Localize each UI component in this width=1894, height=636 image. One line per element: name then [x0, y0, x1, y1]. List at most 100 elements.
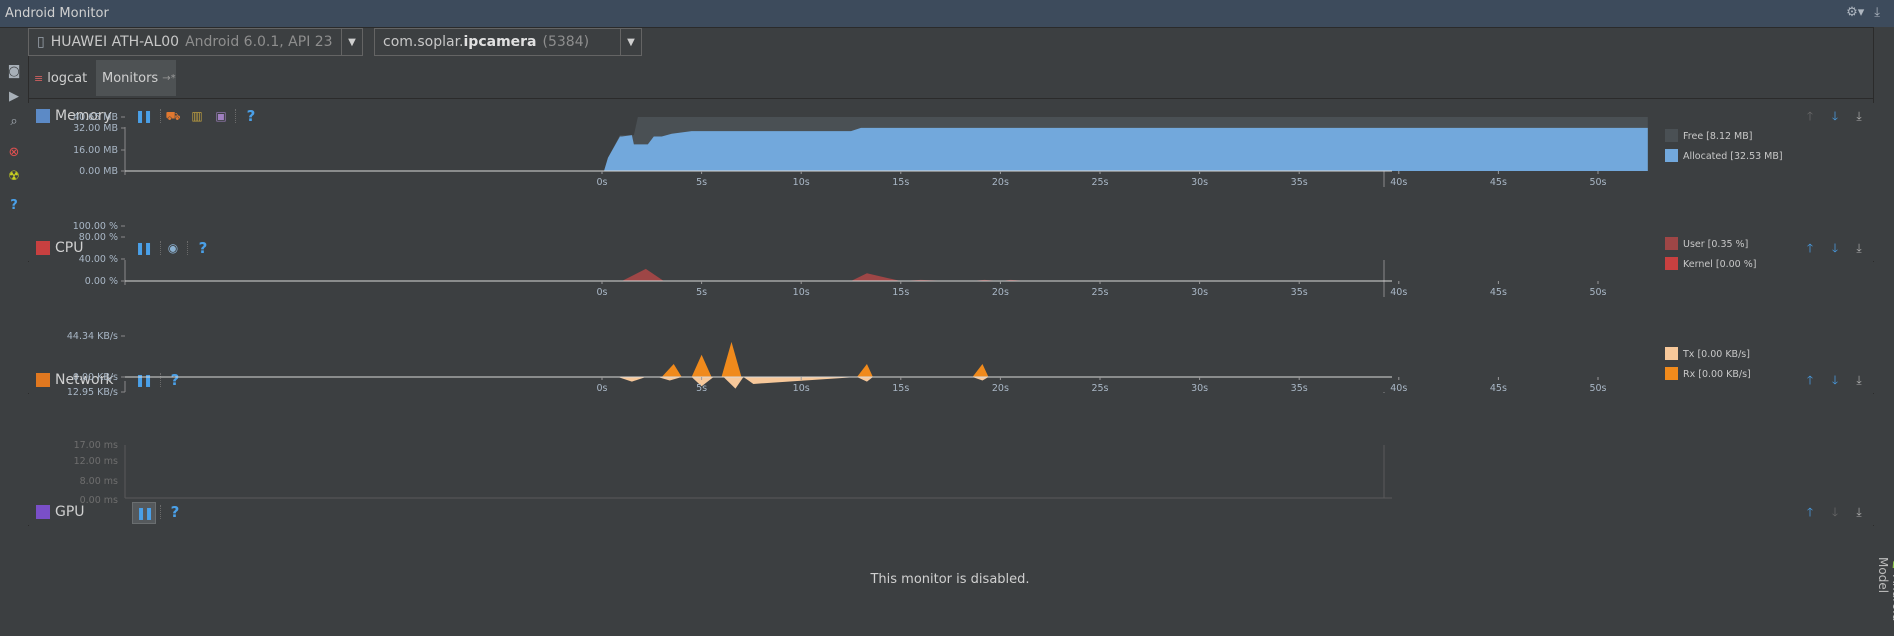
- process-combobox[interactable]: com.soplar. ipcamera (5384) ▼: [374, 28, 642, 56]
- legend-label: User [0.35 %]: [1683, 239, 1748, 250]
- pin-icon[interactable]: →*: [162, 72, 176, 84]
- screen-record-icon[interactable]: ▶: [9, 89, 19, 104]
- method-trace-icon[interactable]: ◉: [167, 241, 179, 255]
- help-icon[interactable]: ?: [170, 371, 180, 389]
- move-down-icon[interactable]: 🡓: [1831, 241, 1839, 255]
- settings-gear-icon[interactable]: ⚙▾: [1846, 5, 1865, 20]
- help-icon[interactable]: ?: [170, 503, 180, 521]
- separator: [160, 109, 162, 123]
- help-icon[interactable]: ?: [198, 239, 208, 257]
- network-header: Network ❚❚ ? 🡑 🡓 ⤓: [28, 367, 1874, 393]
- y-tick-label: 0.00 ms: [80, 495, 118, 506]
- move-up-icon[interactable]: 🡑: [1806, 373, 1814, 387]
- x-tick-label: 25s: [1091, 287, 1108, 298]
- x-tick-label: 35s: [1291, 177, 1308, 188]
- minimize-icon[interactable]: ⤓: [1856, 241, 1862, 255]
- minimize-icon[interactable]: ⤓: [1856, 505, 1862, 519]
- right-side-panel: ☗ Android Model: [1873, 27, 1894, 636]
- x-tick-label: 40s: [1390, 287, 1407, 298]
- allocated-area: [602, 127, 1648, 171]
- pause-button[interactable]: ❚❚: [135, 109, 153, 123]
- gpu-icon: [36, 505, 50, 519]
- system-info-icon[interactable]: ⌕: [10, 114, 18, 129]
- minimize-icon[interactable]: ⤓: [1856, 373, 1862, 387]
- cpu-title: CPU: [55, 240, 84, 256]
- separator: [235, 109, 237, 123]
- separator: [187, 241, 189, 255]
- y-tick-label: 8.00 ms: [80, 476, 118, 487]
- minimize-icon[interactable]: ⤓: [1856, 109, 1862, 123]
- dump-heap-icon[interactable]: ▥: [191, 109, 203, 123]
- device-name: HUAWEI ATH-AL00: [50, 34, 180, 50]
- tab-logcat-label: logcat: [47, 70, 88, 86]
- pause-button[interactable]: ❚❚: [135, 373, 153, 387]
- legend-swatch: [1665, 257, 1678, 270]
- process-name: ipcamera: [463, 34, 537, 50]
- move-up-icon[interactable]: 🡑: [1806, 505, 1814, 519]
- gpu-frame: [124, 445, 1392, 499]
- title-bar: Android Monitor ⚙▾ ⤓: [0, 0, 1894, 28]
- logcat-icon: ≡: [34, 71, 44, 85]
- legend-swatch: [1665, 237, 1678, 250]
- allocation-tracking-icon[interactable]: ▣: [215, 109, 227, 123]
- move-up-icon[interactable]: 🡑: [1806, 241, 1814, 255]
- gpu-chart: This monitor is disabled. 17.00 ms 12.00 …: [28, 440, 1874, 636]
- separator: [160, 505, 162, 519]
- tab-logcat[interactable]: ≡ logcat: [30, 60, 94, 96]
- cpu-header: CPU ❚❚ ◉ ? 🡑 🡓 ⤓: [28, 235, 1874, 261]
- x-tick-label: 45s: [1490, 383, 1507, 394]
- pause-button[interactable]: ❚❚: [132, 502, 156, 524]
- hide-panel-icon[interactable]: ⤓: [1874, 5, 1880, 20]
- network-title: Network: [55, 372, 114, 388]
- y-tick-label: 0.00 KB/s: [73, 372, 118, 383]
- move-down-icon[interactable]: 🡓: [1831, 373, 1839, 387]
- x-tick-label: 10s: [793, 177, 810, 188]
- legend-label: Tx [0.00 KB/s]: [1682, 349, 1750, 360]
- device-combobox[interactable]: ▯ HUAWEI ATH-AL00 Android 6.0.1, API 23 …: [28, 28, 363, 56]
- separator: [160, 241, 162, 255]
- x-tick-label: 25s: [1091, 383, 1108, 394]
- x-tick-label: 15s: [892, 287, 909, 298]
- y-tick-label: 0.00 MB: [79, 166, 118, 177]
- legend-label: Allocated [32.53 MB]: [1683, 151, 1783, 162]
- x-tick-label: 45s: [1490, 177, 1507, 188]
- cpu-chart: 100.00 %80.00 % 40.00 % 0.00 % 0s 5s 10s 15s 20…: [28, 221, 1874, 367]
- screen-capture-icon[interactable]: ◙: [7, 64, 21, 79]
- x-tick-label: 5s: [696, 177, 707, 188]
- x-tick-label: 15s: [892, 177, 909, 188]
- gpu-header: GPU ❚❚ ? 🡑 🡓 ⤓: [28, 499, 1874, 525]
- x-tick-label: 20s: [992, 383, 1009, 394]
- x-tick-label: 40s: [1390, 383, 1407, 394]
- x-tick-label: 30s: [1191, 383, 1208, 394]
- move-down-icon[interactable]: 🡓: [1831, 109, 1839, 123]
- x-tick-label: 15s: [892, 383, 909, 394]
- window-title: Android Monitor: [5, 6, 109, 21]
- y-tick-label: 17.00 ms: [74, 440, 118, 451]
- y-tick-label: 0.00 %: [85, 276, 118, 287]
- x-tick-label: 25s: [1091, 177, 1108, 188]
- device-toolbar: ▯ HUAWEI ATH-AL00 Android 6.0.1, API 23 …: [28, 28, 1868, 58]
- y-tick-label: 40.00 %: [79, 254, 118, 265]
- gc-icon[interactable]: ⛟: [165, 109, 181, 123]
- move-up-icon[interactable]: 🡑: [1806, 109, 1814, 123]
- terminate-app-icon[interactable]: ⊗: [8, 145, 20, 160]
- move-down-icon[interactable]: 🡓: [1831, 505, 1839, 519]
- x-tick-label: 45s: [1490, 287, 1507, 298]
- help-icon[interactable]: ?: [246, 107, 256, 125]
- chevron-down-icon[interactable]: ▼: [620, 29, 641, 55]
- cpu-icon: [36, 241, 50, 255]
- x-tick-label: 50s: [1589, 287, 1606, 298]
- help-icon[interactable]: ?: [10, 198, 18, 213]
- chevron-down-icon[interactable]: ▼: [341, 29, 362, 55]
- tab-monitors[interactable]: Monitors →*: [96, 60, 176, 96]
- legend-label: Rx [0.00 KB/s]: [1683, 369, 1751, 380]
- tx-area: [617, 377, 989, 389]
- hprof-icon[interactable]: ☢: [8, 169, 20, 184]
- pause-button[interactable]: ❚❚: [135, 241, 153, 255]
- android-model-tab[interactable]: ☗ Android Model: [1876, 557, 1894, 636]
- left-tool-strip: ◙ ▶ ⌕ ⊗ ☢ ?: [0, 56, 29, 636]
- x-tick-label: 10s: [793, 287, 810, 298]
- x-tick-label: 50s: [1589, 383, 1606, 394]
- monitor-tabs: ≡ logcat Monitors →*: [28, 58, 1874, 99]
